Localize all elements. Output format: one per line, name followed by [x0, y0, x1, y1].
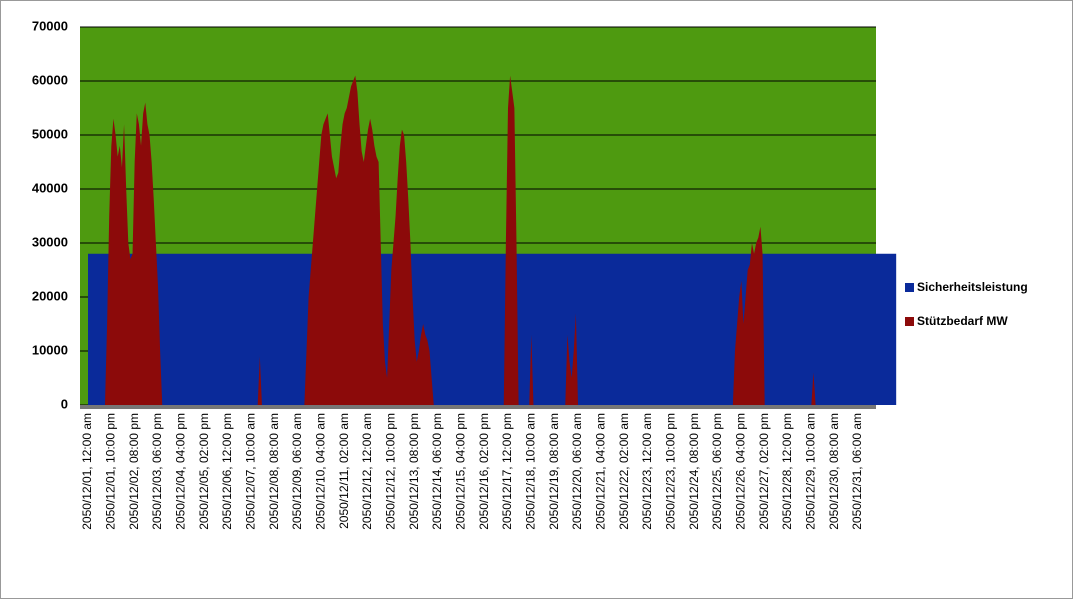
x-tick-label: 2050/12/12, 12:00 am [360, 413, 374, 530]
x-tick-label: 2050/12/28, 12:00 pm [780, 413, 794, 530]
y-tick-label: 20000 [32, 288, 68, 303]
x-tick-label: 2050/12/12, 10:00 pm [384, 413, 398, 530]
x-tick-label: 2050/12/07, 10:00 am [244, 413, 258, 530]
area [88, 253, 897, 405]
x-tick-label: 2050/12/06, 12:00 pm [220, 413, 234, 530]
x-tick-label: 2050/12/15, 04:00 pm [454, 413, 468, 530]
x-tick-label: 2050/12/19, 08:00 am [547, 413, 561, 530]
x-tick-label: 2050/12/09, 06:00 am [290, 413, 304, 530]
legend-swatch [905, 283, 914, 292]
y-tick-label: 10000 [32, 342, 68, 357]
x-tick-label: 2050/12/11, 02:00 am [337, 413, 351, 529]
y-tick-label: 70000 [32, 18, 68, 33]
legend-label: Stützbedarf MW [917, 314, 1008, 328]
x-tick-label: 2050/12/14, 06:00 pm [430, 413, 444, 530]
legend-swatch [905, 317, 914, 326]
x-tick-label: 2050/12/04, 04:00 pm [174, 413, 188, 530]
x-tick-label: 2050/12/31, 06:00 am [850, 413, 864, 530]
x-tick-label: 2050/12/27, 02:00 pm [757, 413, 771, 530]
x-tick-label: 2050/12/08, 08:00 am [267, 413, 281, 530]
y-tick-label: 60000 [32, 72, 68, 87]
x-tick-label: 2050/12/18, 10:00 am [524, 413, 538, 530]
legend-label: Sicherheitsleistung [917, 280, 1028, 294]
x-tick-label: 2050/12/02, 08:00 pm [127, 413, 141, 530]
x-tick-label: 2050/12/13, 08:00 pm [407, 413, 421, 530]
x-tick-label: 2050/12/03, 06:00 pm [150, 413, 164, 530]
x-tick-label: 2050/12/17, 12:00 pm [500, 413, 514, 530]
x-tick-label: 2050/12/25, 06:00 pm [710, 413, 724, 530]
x-tick-label: 2050/12/01, 10:00 pm [104, 413, 118, 530]
x-tick-label: 2050/12/30, 08:00 am [827, 413, 841, 530]
x-tick-label: 2050/12/23, 12:00 am [640, 413, 654, 530]
x-tick-label: 2050/12/29, 10:00 am [804, 413, 818, 530]
x-tick-label: 2050/12/21, 04:00 am [594, 413, 608, 530]
x-tick-label: 2050/12/20, 06:00 am [570, 413, 584, 530]
x-tick-label: 2050/12/24, 08:00 pm [687, 413, 701, 530]
x-axis-floor [80, 405, 876, 409]
x-tick-label: 2050/12/01, 12:00 am [80, 413, 94, 530]
x-tick-label: 2050/12/10, 04:00 am [314, 413, 328, 530]
y-tick-label: 0 [61, 396, 68, 411]
x-tick-label: 2050/12/22, 02:00 am [617, 413, 631, 530]
x-tick-label: 2050/12/23, 10:00 pm [664, 413, 678, 530]
y-tick-label: 50000 [32, 126, 68, 141]
x-tick-label: 2050/12/26, 04:00 pm [734, 413, 748, 530]
y-tick-label: 40000 [32, 180, 68, 195]
x-tick-label: 2050/12/16, 02:00 pm [477, 413, 491, 530]
y-tick-label: 30000 [32, 234, 68, 249]
x-tick-label: 2050/12/05, 02:00 pm [197, 413, 211, 530]
